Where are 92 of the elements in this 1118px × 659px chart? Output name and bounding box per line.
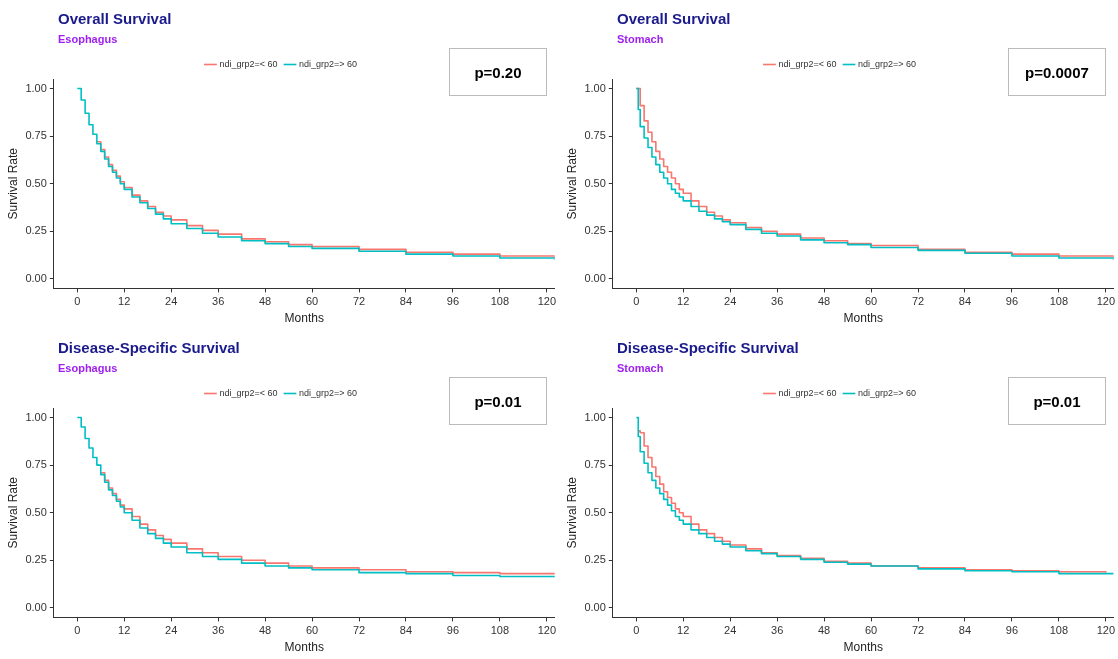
x-tick-label: 108	[1049, 624, 1069, 637]
chart-title: Overall Survival	[617, 10, 731, 27]
x-axis-title: Months	[284, 311, 324, 326]
x-tick-label: 96	[446, 295, 460, 308]
legend-label: ndi_grp2=> 60	[299, 58, 358, 69]
y-tick-label: 0.50	[25, 176, 47, 189]
chart-title: Disease-Specific Survival	[58, 339, 240, 356]
y-tick-label: 0.00	[25, 600, 47, 613]
y-tick-label: 0.25	[584, 553, 606, 566]
x-tick-label: 48	[258, 624, 272, 637]
x-tick-label: 36	[771, 624, 784, 637]
x-tick-label: 60	[864, 295, 878, 308]
x-axis-title: Months	[843, 311, 883, 326]
y-axis-title: Survival Rate	[5, 147, 20, 220]
y-axis-title: Survival Rate	[5, 476, 20, 549]
legend-label: ndi_grp2=> 60	[299, 387, 358, 398]
y-axis-title: Survival Rate	[564, 147, 579, 220]
x-tick-label: 24	[165, 295, 178, 308]
x-tick-label: 96	[1005, 295, 1019, 308]
y-tick-label: 1.00	[25, 81, 47, 94]
y-tick-label: 1.00	[584, 81, 606, 94]
annotation: p=0.20	[449, 48, 547, 96]
y-tick-label: 1.00	[25, 410, 47, 423]
x-tick-label: 72	[911, 624, 925, 637]
x-tick-label: 36	[771, 295, 784, 308]
y-tick-label: 0.75	[584, 129, 606, 142]
y-tick-label: 0.75	[584, 458, 606, 471]
chart-subtitle: Stomach	[617, 362, 664, 374]
x-tick-label: 12	[118, 295, 131, 308]
x-tick-label: 96	[446, 624, 460, 637]
x-tick-label: 120	[1096, 295, 1115, 308]
x-tick-label: 72	[352, 295, 366, 308]
annotation: p=0.0007	[1008, 48, 1106, 96]
x-tick-label: 0	[74, 624, 81, 637]
x-tick-label: 48	[258, 295, 272, 308]
x-tick-label: 0	[633, 624, 640, 637]
x-tick-label: 24	[724, 624, 737, 637]
x-tick-label: 84	[399, 624, 413, 637]
x-tick-label: 12	[118, 624, 131, 637]
legend-label: ndi_grp2=< 60	[778, 387, 837, 398]
chart-subtitle: Esophagus	[58, 362, 118, 374]
x-tick-label: 36	[212, 295, 225, 308]
y-tick-label: 0.00	[25, 271, 47, 284]
y-tick-label: 1.00	[584, 410, 606, 423]
y-tick-label: 0.50	[584, 176, 606, 189]
x-tick-label: 60	[305, 624, 319, 637]
x-tick-label: 60	[305, 295, 319, 308]
y-tick-label: 0.50	[584, 505, 606, 518]
y-tick-label: 0.75	[25, 458, 47, 471]
x-tick-label: 0	[633, 295, 640, 308]
y-tick-label: 0.00	[584, 600, 606, 613]
x-tick-label: 0	[74, 295, 81, 308]
annotation: p=0.01	[1008, 377, 1106, 425]
y-axis-title: Survival Rate	[564, 476, 579, 549]
x-tick-label: 96	[1005, 624, 1019, 637]
x-tick-label: 72	[911, 295, 925, 308]
x-tick-label: 12	[677, 624, 690, 637]
x-tick-label: 84	[958, 295, 972, 308]
x-tick-label: 60	[864, 624, 878, 637]
x-axis-title: Months	[284, 640, 324, 655]
x-tick-label: 48	[817, 624, 831, 637]
y-tick-label: 0.00	[584, 271, 606, 284]
x-tick-label: 120	[537, 295, 556, 308]
chart-title: Disease-Specific Survival	[617, 339, 799, 356]
x-axis-title: Months	[843, 640, 883, 655]
x-tick-label: 108	[490, 624, 510, 637]
chart-subtitle: Stomach	[617, 33, 664, 45]
chart-title: Overall Survival	[58, 10, 172, 27]
legend-label: ndi_grp2=< 60	[219, 387, 278, 398]
x-tick-label: 120	[537, 624, 556, 637]
x-tick-label: 48	[817, 295, 831, 308]
y-tick-label: 0.25	[25, 553, 47, 566]
x-tick-label: 36	[212, 624, 225, 637]
x-tick-label: 84	[399, 295, 413, 308]
x-tick-label: 12	[677, 295, 690, 308]
annotation: p=0.01	[449, 377, 547, 425]
x-tick-label: 24	[165, 624, 178, 637]
chart-subtitle: Esophagus	[58, 33, 118, 45]
x-tick-label: 120	[1096, 624, 1115, 637]
y-tick-label: 0.25	[584, 224, 606, 237]
y-tick-label: 0.75	[25, 129, 47, 142]
x-tick-label: 108	[1049, 295, 1069, 308]
legend-label: ndi_grp2=> 60	[858, 387, 917, 398]
x-tick-label: 108	[490, 295, 510, 308]
legend-label: ndi_grp2=< 60	[219, 58, 278, 69]
x-tick-label: 84	[958, 624, 972, 637]
x-tick-label: 24	[724, 295, 737, 308]
legend-label: ndi_grp2=< 60	[778, 58, 837, 69]
y-tick-label: 0.25	[25, 224, 47, 237]
x-tick-label: 72	[352, 624, 366, 637]
y-tick-label: 0.50	[25, 505, 47, 518]
legend-label: ndi_grp2=> 60	[858, 58, 917, 69]
